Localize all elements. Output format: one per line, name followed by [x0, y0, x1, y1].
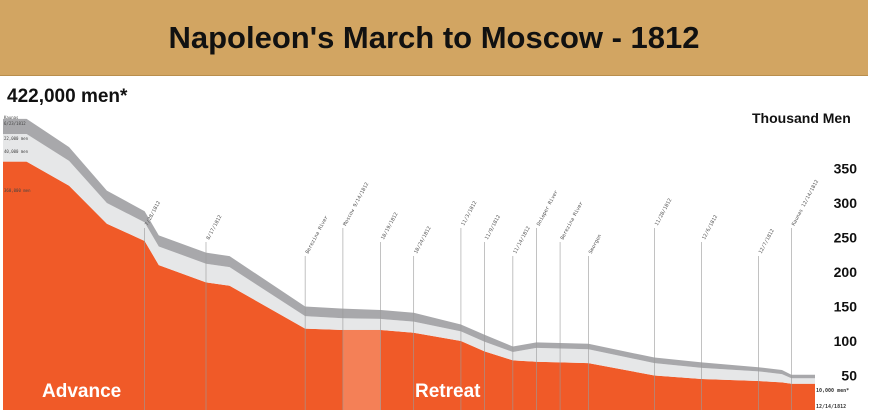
- y-tick-label: 300: [834, 195, 858, 211]
- page-title: Napoleon's March to Moscow - 1812: [168, 20, 700, 55]
- unit-label: Thousand Men: [752, 110, 851, 126]
- advance-label: Advance: [42, 381, 121, 402]
- date-label: 12/7/1812: [758, 228, 776, 255]
- date-label: 11/3/1812: [460, 200, 478, 227]
- date-label: 12/6/1812: [701, 214, 719, 241]
- date-label: 7/28/1812: [144, 200, 162, 227]
- band-light-gray: [3, 134, 815, 384]
- date-label: 10/19/1812: [380, 212, 399, 241]
- date-label: Berezina River: [305, 215, 330, 255]
- date-label: Dnieper River: [536, 190, 560, 227]
- y-tick-label: 100: [834, 333, 858, 349]
- date-label: Smorgon: [588, 234, 603, 255]
- date-label: Berezina River: [560, 201, 585, 241]
- y-axis-ticks: 50 100 150 200 250 300 350: [834, 161, 858, 384]
- band2-note: 40,000 men: [4, 149, 29, 154]
- band-dark-gray: [3, 118, 815, 379]
- date-label: 11/9/1812: [484, 214, 502, 241]
- y-tick-label: 200: [834, 264, 858, 280]
- end-date-note: 12/14/1812: [816, 404, 846, 410]
- y-tick-label: 250: [834, 230, 858, 246]
- date-label: Kaunas 12/14/1812: [791, 179, 820, 227]
- date-label: 8/17/1812: [205, 214, 223, 241]
- band1-note: 22,000 men: [4, 136, 29, 141]
- start-date-note: 6/23/1812: [4, 121, 26, 126]
- army-bands: [3, 118, 815, 410]
- moscow-highlight: [342, 329, 381, 410]
- title-banner: Napoleon's March to Moscow - 1812: [0, 0, 868, 76]
- start-men-label: 422,000 men*: [7, 86, 128, 107]
- band3-note: 360,000 men: [4, 188, 31, 193]
- end-men-note: 10,000 men*: [816, 388, 849, 394]
- retreat-label: Retreat: [415, 381, 481, 402]
- start-place-note: Kaunas: [4, 115, 19, 120]
- date-label: 10/24/1812: [413, 226, 432, 255]
- date-label: 11/14/1812: [512, 226, 531, 255]
- date-label: Moscow 9/14/1812: [342, 182, 370, 227]
- y-tick-label: 50: [841, 368, 857, 384]
- date-label: 11/28/1812: [654, 198, 673, 227]
- y-tick-label: 350: [834, 161, 858, 177]
- y-tick-label: 150: [834, 299, 858, 315]
